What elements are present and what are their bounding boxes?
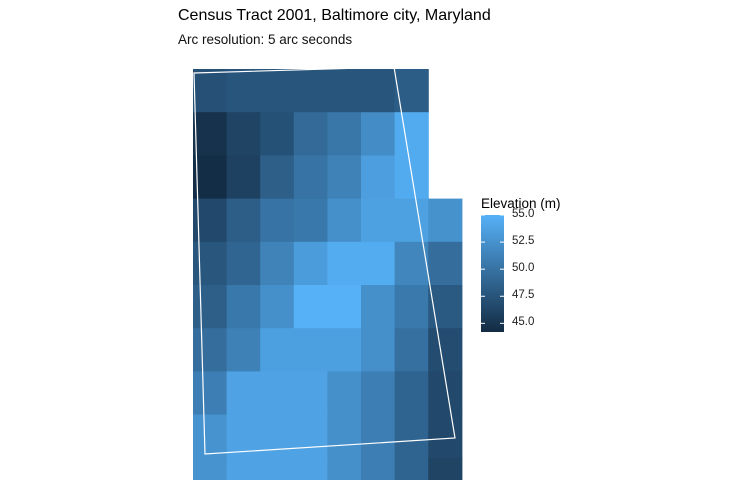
raster-cell xyxy=(193,457,228,480)
raster-cell xyxy=(361,241,396,286)
raster-cell xyxy=(361,155,396,200)
tract-boundary xyxy=(193,66,456,455)
raster-cell xyxy=(293,241,328,286)
raster-cell xyxy=(193,69,228,113)
raster-cell xyxy=(327,371,362,416)
raster-cells xyxy=(193,69,463,480)
raster-cell xyxy=(361,198,396,243)
legend-tick-label: 52.5 xyxy=(512,235,535,248)
raster-cell xyxy=(226,112,261,156)
raster-cell xyxy=(394,69,429,113)
raster-cell xyxy=(293,69,328,113)
raster-cell xyxy=(394,112,429,156)
raster-cell xyxy=(361,112,396,156)
raster-cell xyxy=(260,371,295,416)
raster-cell xyxy=(260,285,295,329)
raster-cell xyxy=(193,371,228,416)
legend-ticks xyxy=(481,214,504,324)
raster-cell xyxy=(327,69,362,113)
legend-tick-label: 47.5 xyxy=(512,289,535,302)
raster-cell xyxy=(260,155,295,200)
raster-cell xyxy=(428,414,463,459)
raster-cell xyxy=(327,198,362,243)
raster-cell xyxy=(361,371,396,416)
raster-cell xyxy=(260,457,295,480)
raster-cell xyxy=(293,155,328,200)
raster-cell xyxy=(394,285,429,329)
raster-cell xyxy=(226,241,261,286)
raster-cell xyxy=(193,112,228,156)
raster-cell xyxy=(226,457,261,480)
raster-cell xyxy=(226,371,261,416)
raster-cell xyxy=(226,285,261,329)
raster-cell xyxy=(394,414,429,459)
raster-cell xyxy=(361,285,396,329)
raster-cell xyxy=(260,328,295,372)
raster-cell xyxy=(260,69,295,113)
raster-cell xyxy=(327,241,362,286)
raster-cell xyxy=(428,198,463,243)
raster-cell xyxy=(327,155,362,200)
raster-cell xyxy=(428,457,463,480)
raster-cell xyxy=(293,414,328,459)
raster-cell xyxy=(361,457,396,480)
raster-cell xyxy=(226,198,261,243)
raster-cell xyxy=(428,241,463,286)
raster-cell xyxy=(226,328,261,372)
raster-cell xyxy=(327,457,362,480)
legend-tick-label: 45.0 xyxy=(512,316,535,329)
raster-cell xyxy=(327,328,362,372)
raster-cell xyxy=(293,328,328,372)
raster-cell xyxy=(193,155,228,200)
raster-cell xyxy=(327,112,362,156)
raster-cell xyxy=(361,69,396,113)
legend-tick-label: 50.0 xyxy=(512,262,535,275)
chart-title: Census Tract 2001, Baltimore city, Maryl… xyxy=(178,7,491,24)
raster-cell xyxy=(293,371,328,416)
raster-cell xyxy=(327,414,362,459)
raster-cell xyxy=(193,285,228,329)
raster-cell xyxy=(293,112,328,156)
raster-cell xyxy=(394,457,429,480)
raster-cell xyxy=(193,414,228,459)
raster-cell xyxy=(260,198,295,243)
raster-cell xyxy=(293,198,328,243)
raster-cell xyxy=(260,112,295,156)
raster-cell xyxy=(293,457,328,480)
raster-cell xyxy=(260,414,295,459)
legend-title: Elevation (m) xyxy=(481,196,561,211)
raster-cell xyxy=(394,328,429,372)
raster-cell xyxy=(428,328,463,372)
raster-cell xyxy=(226,69,261,113)
raster-cell xyxy=(193,328,228,372)
legend-colorbar xyxy=(481,215,504,332)
raster-cell xyxy=(394,198,429,243)
raster-cell xyxy=(361,328,396,372)
legend-tick-label: 55.0 xyxy=(512,208,535,220)
raster-cell xyxy=(394,371,429,416)
chart-subtitle: Arc resolution: 5 arc seconds xyxy=(178,32,353,47)
raster-cell xyxy=(226,155,261,200)
raster-cell xyxy=(327,285,362,329)
raster-cell xyxy=(394,241,429,286)
raster-cell xyxy=(293,285,328,329)
raster-cell xyxy=(193,241,228,286)
raster-cell xyxy=(260,241,295,286)
raster-cell xyxy=(361,414,396,459)
